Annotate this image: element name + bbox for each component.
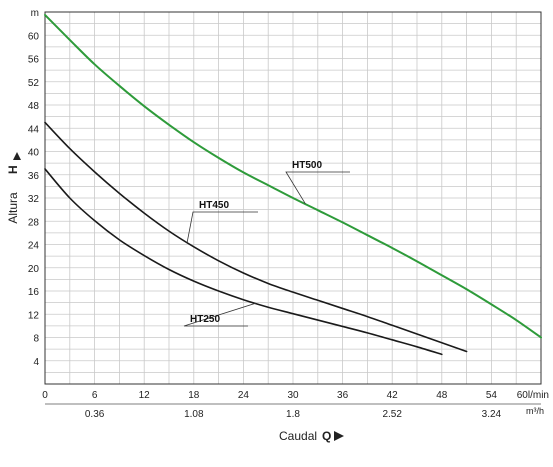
annotation-label: HT450 [199,200,229,211]
x-origin-label: 0 [42,390,48,401]
y-axis-arrow-icon [13,152,21,160]
x-unit-label-lmin: 60l/min [517,390,549,401]
x-tick-label-m3h: 1.08 [184,409,204,420]
series-line-ht500 [44,13,542,339]
x-tick-label: 18 [188,390,200,401]
y-tick-label: 52 [28,78,40,89]
annotation-label: HT250 [190,314,220,325]
x-axis-symbol: Q [322,429,331,443]
x-tick-label-m3h: 3.24 [482,409,502,420]
x-tick-label: 36 [337,390,349,401]
y-tick-label: 16 [28,287,40,298]
annotation-leader-line [285,171,350,205]
x-tick-label-m3h: 1.8 [286,409,300,420]
y-tick-label: 24 [28,241,40,252]
annotation-label: HT500 [292,160,322,171]
series-line-ht250 [44,168,443,356]
y-axis-label: Altura [6,192,20,224]
y-tick-label: 44 [28,124,40,135]
y-tick-label: 12 [28,310,40,321]
x-tick-label: 54 [486,390,498,401]
x-tick-label-m3h: 2.52 [382,409,402,420]
x-tick-label: 42 [387,390,399,401]
series-line-ht450 [44,121,468,353]
x-tick-label: 12 [139,390,151,401]
x-axis-label: Caudal [279,429,317,443]
x-tick-label: 24 [238,390,250,401]
x-tick-label: 48 [436,390,448,401]
y-tick-label: 4 [33,357,39,368]
y-tick-label: 32 [28,194,40,205]
plot-frame [44,11,542,385]
y-axis-title: Altura H [6,152,21,224]
y-tick-label: 20 [28,264,40,275]
y-tick-label: 60 [28,31,40,42]
y-tick-label: 36 [28,171,40,182]
y-tick-label: 40 [28,148,40,159]
y-tick-label: 8 [33,334,39,345]
x-axis-arrow-icon [334,431,344,441]
y-tick-label: 56 [28,55,40,66]
annotation-leader-line [183,302,256,327]
y-tick-label: 28 [28,217,40,228]
x-tick-label: 6 [92,390,98,401]
y-unit-label: m [31,8,39,19]
annotation-leader-line [186,211,258,243]
x-unit-label-m3h: m³/h [526,406,544,416]
y-tick-label: 48 [28,101,40,112]
y-axis-symbol: H [6,165,20,174]
x-tick-label: 30 [287,390,299,401]
x-tick-label-m3h: 0.36 [85,409,105,420]
